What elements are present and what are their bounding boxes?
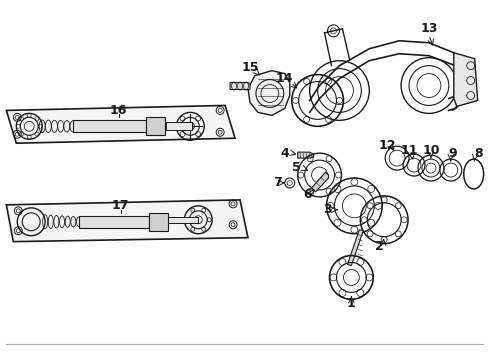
Polygon shape bbox=[168, 217, 198, 223]
Text: 4: 4 bbox=[280, 147, 288, 159]
Text: 2: 2 bbox=[374, 240, 383, 253]
Text: 3: 3 bbox=[323, 203, 331, 216]
Text: 16: 16 bbox=[110, 104, 127, 117]
Text: 8: 8 bbox=[473, 147, 482, 159]
Polygon shape bbox=[230, 82, 249, 90]
Polygon shape bbox=[166, 122, 192, 130]
Polygon shape bbox=[297, 152, 313, 158]
Text: 14: 14 bbox=[275, 72, 293, 85]
Polygon shape bbox=[148, 213, 168, 231]
Text: 10: 10 bbox=[421, 144, 439, 157]
Text: 6: 6 bbox=[303, 188, 311, 201]
Text: 1: 1 bbox=[346, 297, 355, 310]
Text: 13: 13 bbox=[419, 22, 437, 35]
Text: 7: 7 bbox=[273, 176, 282, 189]
Polygon shape bbox=[453, 53, 477, 107]
Polygon shape bbox=[346, 230, 363, 266]
Polygon shape bbox=[6, 105, 235, 143]
Polygon shape bbox=[247, 71, 289, 115]
Text: 5: 5 bbox=[292, 161, 301, 174]
Text: 9: 9 bbox=[447, 147, 456, 159]
Text: 12: 12 bbox=[378, 139, 395, 152]
Polygon shape bbox=[145, 117, 165, 135]
Text: 11: 11 bbox=[400, 144, 417, 157]
Polygon shape bbox=[79, 216, 148, 228]
Text: 15: 15 bbox=[241, 61, 258, 74]
Text: 17: 17 bbox=[112, 199, 129, 212]
Polygon shape bbox=[73, 120, 145, 132]
Polygon shape bbox=[311, 172, 328, 192]
Polygon shape bbox=[6, 200, 247, 242]
